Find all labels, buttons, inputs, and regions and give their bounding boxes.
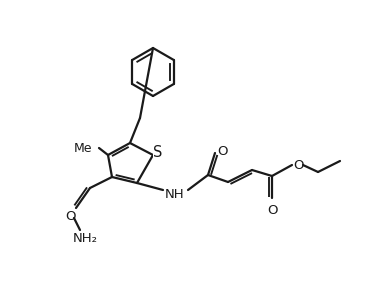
Text: O: O — [293, 158, 303, 172]
Text: O: O — [217, 145, 227, 158]
Text: S: S — [153, 145, 163, 160]
Text: NH: NH — [165, 189, 185, 202]
Text: O: O — [65, 210, 75, 222]
Text: NH₂: NH₂ — [72, 231, 98, 245]
Text: O: O — [267, 204, 277, 216]
Text: Me: Me — [74, 141, 92, 154]
